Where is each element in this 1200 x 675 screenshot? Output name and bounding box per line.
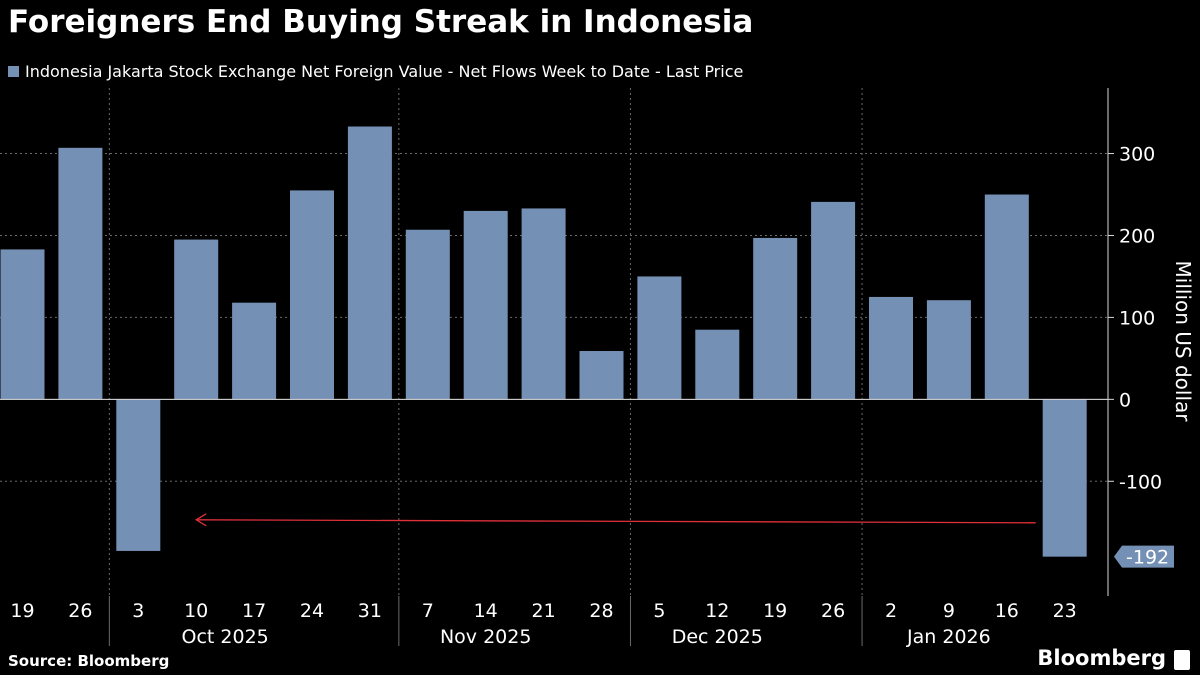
source-note: Source: Bloomberg (8, 652, 170, 670)
x-tick-label: 19 (763, 600, 787, 622)
bar (579, 351, 624, 400)
bar (347, 126, 392, 400)
x-tick-label: 3 (132, 600, 144, 622)
brand-logo: Bloomberg (1037, 646, 1166, 670)
month-label: Dec 2025 (672, 626, 763, 648)
y-tick-label: 200 (1119, 225, 1155, 247)
bar (753, 237, 798, 400)
x-tick-label: 14 (474, 600, 498, 622)
y-tick-label: -100 (1119, 471, 1162, 493)
last-value-label: -192 (1126, 547, 1169, 569)
bar (174, 239, 219, 400)
arrow-annotation (196, 519, 1036, 524)
month-label: Oct 2025 (182, 626, 269, 648)
x-tick-label: 31 (358, 600, 382, 622)
bar (116, 399, 161, 551)
x-tick-label: 12 (705, 600, 729, 622)
legend-swatch (8, 65, 19, 77)
bar (58, 147, 103, 400)
legend: Indonesia Jakarta Stock Exchange Net For… (8, 60, 743, 82)
bar (695, 329, 740, 400)
y-tick-label: 0 (1119, 389, 1131, 411)
y-axis-label: Million US dollar (1171, 261, 1195, 423)
x-tick-label: 26 (68, 600, 92, 622)
y-tick-label: 100 (1119, 307, 1155, 329)
bar (521, 208, 566, 400)
bar (1042, 399, 1087, 557)
x-tick-label: 24 (300, 600, 324, 622)
bar (637, 276, 682, 400)
x-tick-label: 17 (242, 600, 266, 622)
x-tick-label: 26 (821, 600, 845, 622)
bar (290, 190, 334, 400)
x-tick-label: 5 (653, 600, 665, 622)
bar (869, 296, 913, 400)
annotations: -192 (194, 513, 1174, 569)
chart-title: Foreigners End Buying Streak in Indonesi… (8, 4, 754, 40)
bars (0, 126, 1087, 557)
x-tick-label: 28 (589, 600, 613, 622)
bar (926, 300, 971, 400)
x-tick-label: 7 (422, 600, 434, 622)
x-tick-label: 9 (943, 600, 955, 622)
bar (984, 194, 1029, 400)
axes: -100 0 100 200 300 19 26 3 10 17 24 31 7 14 21 28 5 12 19 2… (0, 88, 1162, 648)
x-tick-label: 10 (184, 600, 208, 622)
bloomberg-terminal-icon (1174, 650, 1190, 670)
bar (405, 229, 450, 400)
x-tick-label: 23 (1053, 600, 1077, 622)
x-tick-label: 19 (10, 600, 34, 622)
bar (811, 201, 856, 400)
month-label: Nov 2025 (440, 626, 531, 648)
month-label: Jan 2026 (906, 626, 991, 648)
bar (0, 249, 45, 400)
bar (232, 302, 277, 400)
y-tick-label: 300 (1119, 144, 1155, 166)
x-tick-label: 16 (995, 600, 1019, 622)
x-tick-label: 2 (885, 600, 897, 622)
bar (463, 210, 508, 400)
arrow-head (194, 513, 207, 527)
legend-label: Indonesia Jakarta Stock Exchange Net For… (25, 61, 744, 81)
last-value-badge (1114, 545, 1174, 568)
x-tick-label: 21 (532, 600, 556, 622)
